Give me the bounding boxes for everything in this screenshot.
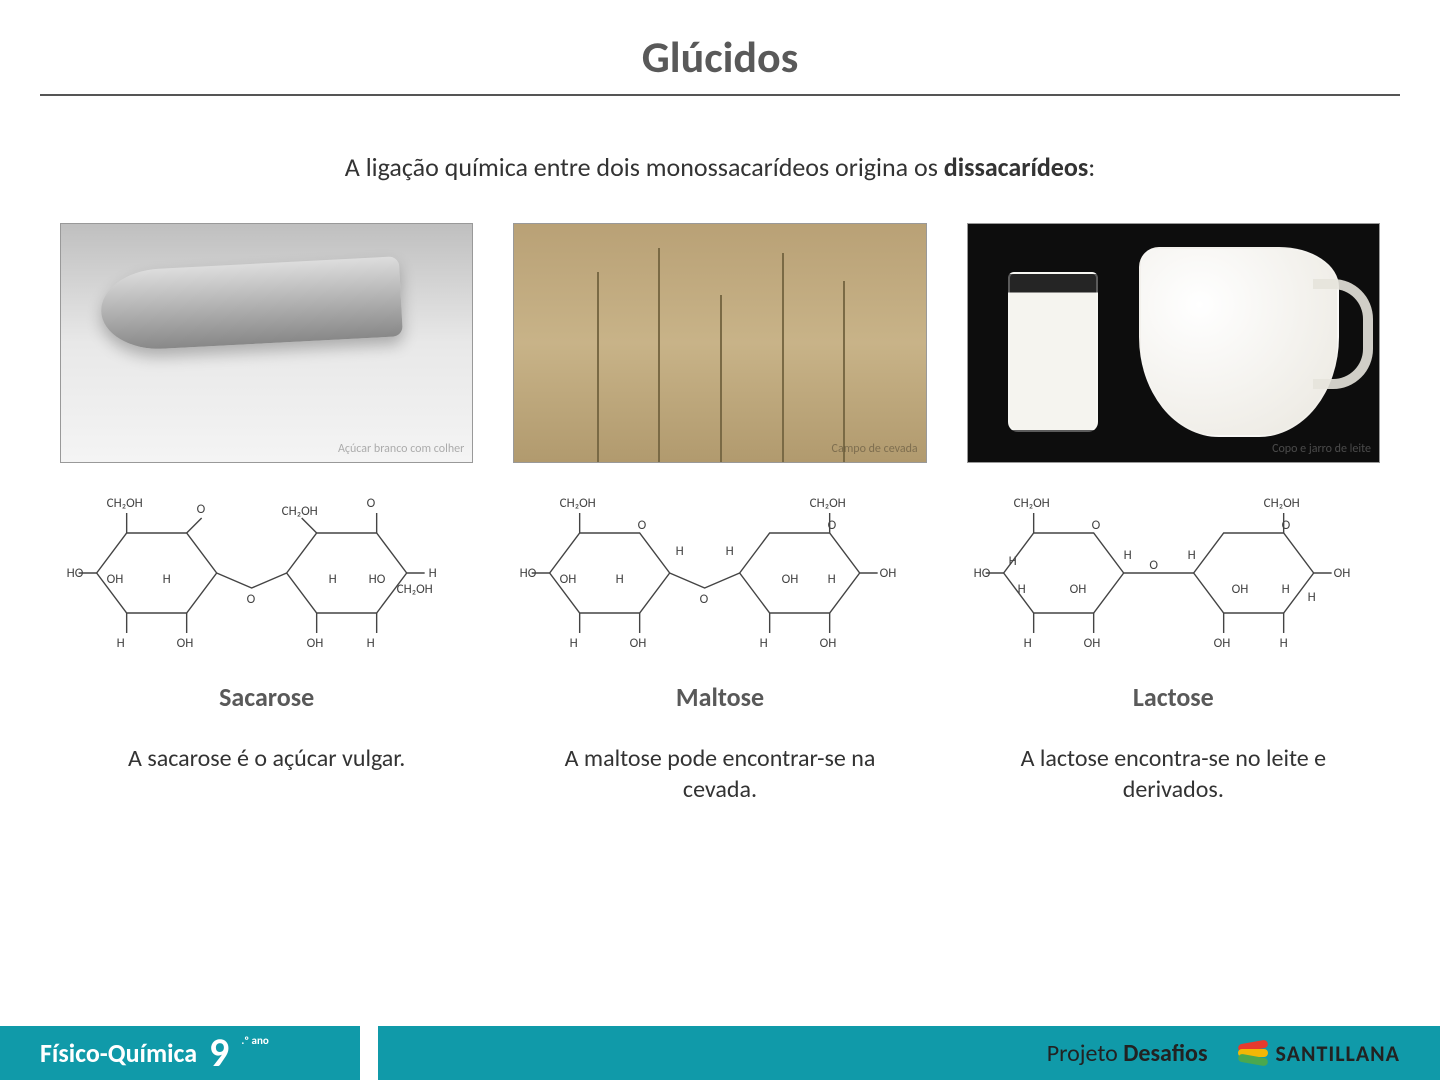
mol-label: H: [117, 636, 125, 651]
mol-label: CH₂OH: [397, 582, 433, 597]
mol-label: OH: [880, 566, 897, 581]
mol-label: H: [1279, 636, 1287, 651]
mol-label: HO: [973, 566, 990, 581]
mol-label: H: [1008, 554, 1016, 569]
mol-label: O: [1281, 518, 1290, 533]
mol-label: H: [1023, 636, 1031, 651]
content-grid: Açúcar branco com colher: [0, 223, 1440, 1080]
mol-label: OH: [177, 636, 194, 651]
mol-label: O: [197, 502, 206, 517]
mol-label: H: [1281, 582, 1289, 597]
molecule-sacarose: CH₂OH CH₂OH CH₂OH HO H OH O OH H H O O O…: [60, 493, 473, 653]
intro-bold: dissacarídeos: [944, 151, 1089, 183]
footer-grade-number: 9: [209, 1033, 229, 1073]
footer-grade-suffix: .º ano: [241, 1034, 268, 1047]
mol-label: OH: [1333, 566, 1350, 581]
slide-footer: Físico-Química 9 .º ano Projeto Desafios…: [0, 1026, 1440, 1080]
spoon-graphic: [99, 256, 403, 352]
footer-left: Físico-Química 9 .º ano: [0, 1026, 360, 1080]
mol-label: CH₂OH: [1013, 496, 1049, 511]
mol-label: O: [247, 592, 256, 607]
mol-label: OH: [1083, 636, 1100, 651]
name-maltose: Maltose: [676, 681, 764, 713]
footer-projeto-label: Projeto: [1047, 1039, 1118, 1068]
photo-alt: Campo de cevada: [832, 442, 918, 456]
mol-label: OH: [782, 572, 799, 587]
mol-label: H: [828, 572, 836, 587]
slide-title: Glúcidos: [40, 30, 1400, 96]
photo-lactose: Copo e jarro de leite: [967, 223, 1380, 463]
mol-label: OH: [107, 572, 124, 587]
name-lactose: Lactose: [1133, 681, 1214, 713]
mol-label: O: [638, 518, 647, 533]
photo-sacarose: Açúcar branco com colher: [60, 223, 473, 463]
slide: Glúcidos A ligação química entre dois mo…: [0, 0, 1440, 1080]
mol-label: H: [1307, 590, 1315, 605]
mol-label: HO: [369, 572, 386, 587]
mol-label: H: [616, 572, 624, 587]
molecule-maltose: CH₂OH CH₂OH HO OH O H OH H OH OH H H H O…: [513, 493, 926, 653]
mol-label: H: [163, 572, 171, 587]
publisher-swoosh-icon: [1238, 1042, 1268, 1064]
photo-alt: Copo e jarro de leite: [1272, 442, 1371, 456]
mol-label: H: [760, 636, 768, 651]
column-lactose: Copo e jarro de leite CH₂OH: [967, 223, 1380, 1080]
mol-label: OH: [1069, 582, 1086, 597]
mol-label: O: [367, 496, 376, 511]
mol-label: CH₂OH: [560, 496, 596, 511]
photo-maltose: Campo de cevada: [513, 223, 926, 463]
footer-right: Projeto Desafios SANTILLANA: [378, 1026, 1440, 1080]
footer-gap: [360, 1026, 378, 1080]
mol-label: H: [1187, 548, 1195, 563]
mol-label: H: [1017, 582, 1025, 597]
mol-label: HO: [520, 566, 537, 581]
mol-label: O: [1149, 558, 1158, 573]
mol-label: OH: [630, 636, 647, 651]
name-sacarose: Sacarose: [219, 681, 314, 713]
mol-label: O: [828, 518, 837, 533]
mol-label: H: [1123, 548, 1131, 563]
mol-label: CH₂OH: [107, 496, 143, 511]
publisher-name: SANTILLANA: [1276, 1040, 1400, 1067]
mol-label: OH: [820, 636, 837, 651]
molecule-lactose: CH₂OH CH₂OH HO OH O H OH OH H H H OH H H…: [967, 493, 1380, 653]
mol-label: H: [367, 636, 375, 651]
footer-subject: Físico-Química: [40, 1037, 197, 1069]
publisher-logo: SANTILLANA: [1238, 1040, 1400, 1067]
column-sacarose: Açúcar branco com colher: [60, 223, 473, 1080]
mol-label: CH₂OH: [810, 496, 846, 511]
mol-label: OH: [1213, 636, 1230, 651]
mol-label: H: [570, 636, 578, 651]
intro-text: A ligação química entre dois monossacarí…: [0, 151, 1440, 183]
column-maltose: Campo de cevada CH₂OH: [513, 223, 926, 1080]
mol-label: CH₂OH: [282, 504, 318, 519]
mol-label: O: [700, 592, 709, 607]
desc-maltose: A maltose pode encontrar-se na cevada.: [540, 743, 900, 805]
intro-suffix: :: [1088, 151, 1095, 183]
photo-alt: Açúcar branco com colher: [338, 442, 464, 456]
mol-label: OH: [1231, 582, 1248, 597]
milk-glass-graphic: [1008, 272, 1098, 432]
mol-label: H: [676, 544, 684, 559]
milk-jug-graphic: [1139, 247, 1339, 437]
mol-label: OH: [560, 572, 577, 587]
mol-label: HO: [67, 566, 84, 581]
footer-projeto: Projeto Desafios: [1047, 1039, 1208, 1068]
mol-label: H: [429, 566, 437, 581]
mol-label: CH₂OH: [1263, 496, 1299, 511]
footer-projeto-bold: Desafios: [1123, 1039, 1207, 1068]
mol-label: H: [726, 544, 734, 559]
desc-lactose: A lactose encontra-se no leite e derivad…: [993, 743, 1353, 805]
mol-label: H: [329, 572, 337, 587]
mol-label: OH: [307, 636, 324, 651]
desc-sacarose: A sacarose é o açúcar vulgar.: [128, 743, 405, 774]
intro-prefix: A ligação química entre dois monossacarí…: [345, 151, 944, 183]
mol-label: O: [1091, 518, 1100, 533]
